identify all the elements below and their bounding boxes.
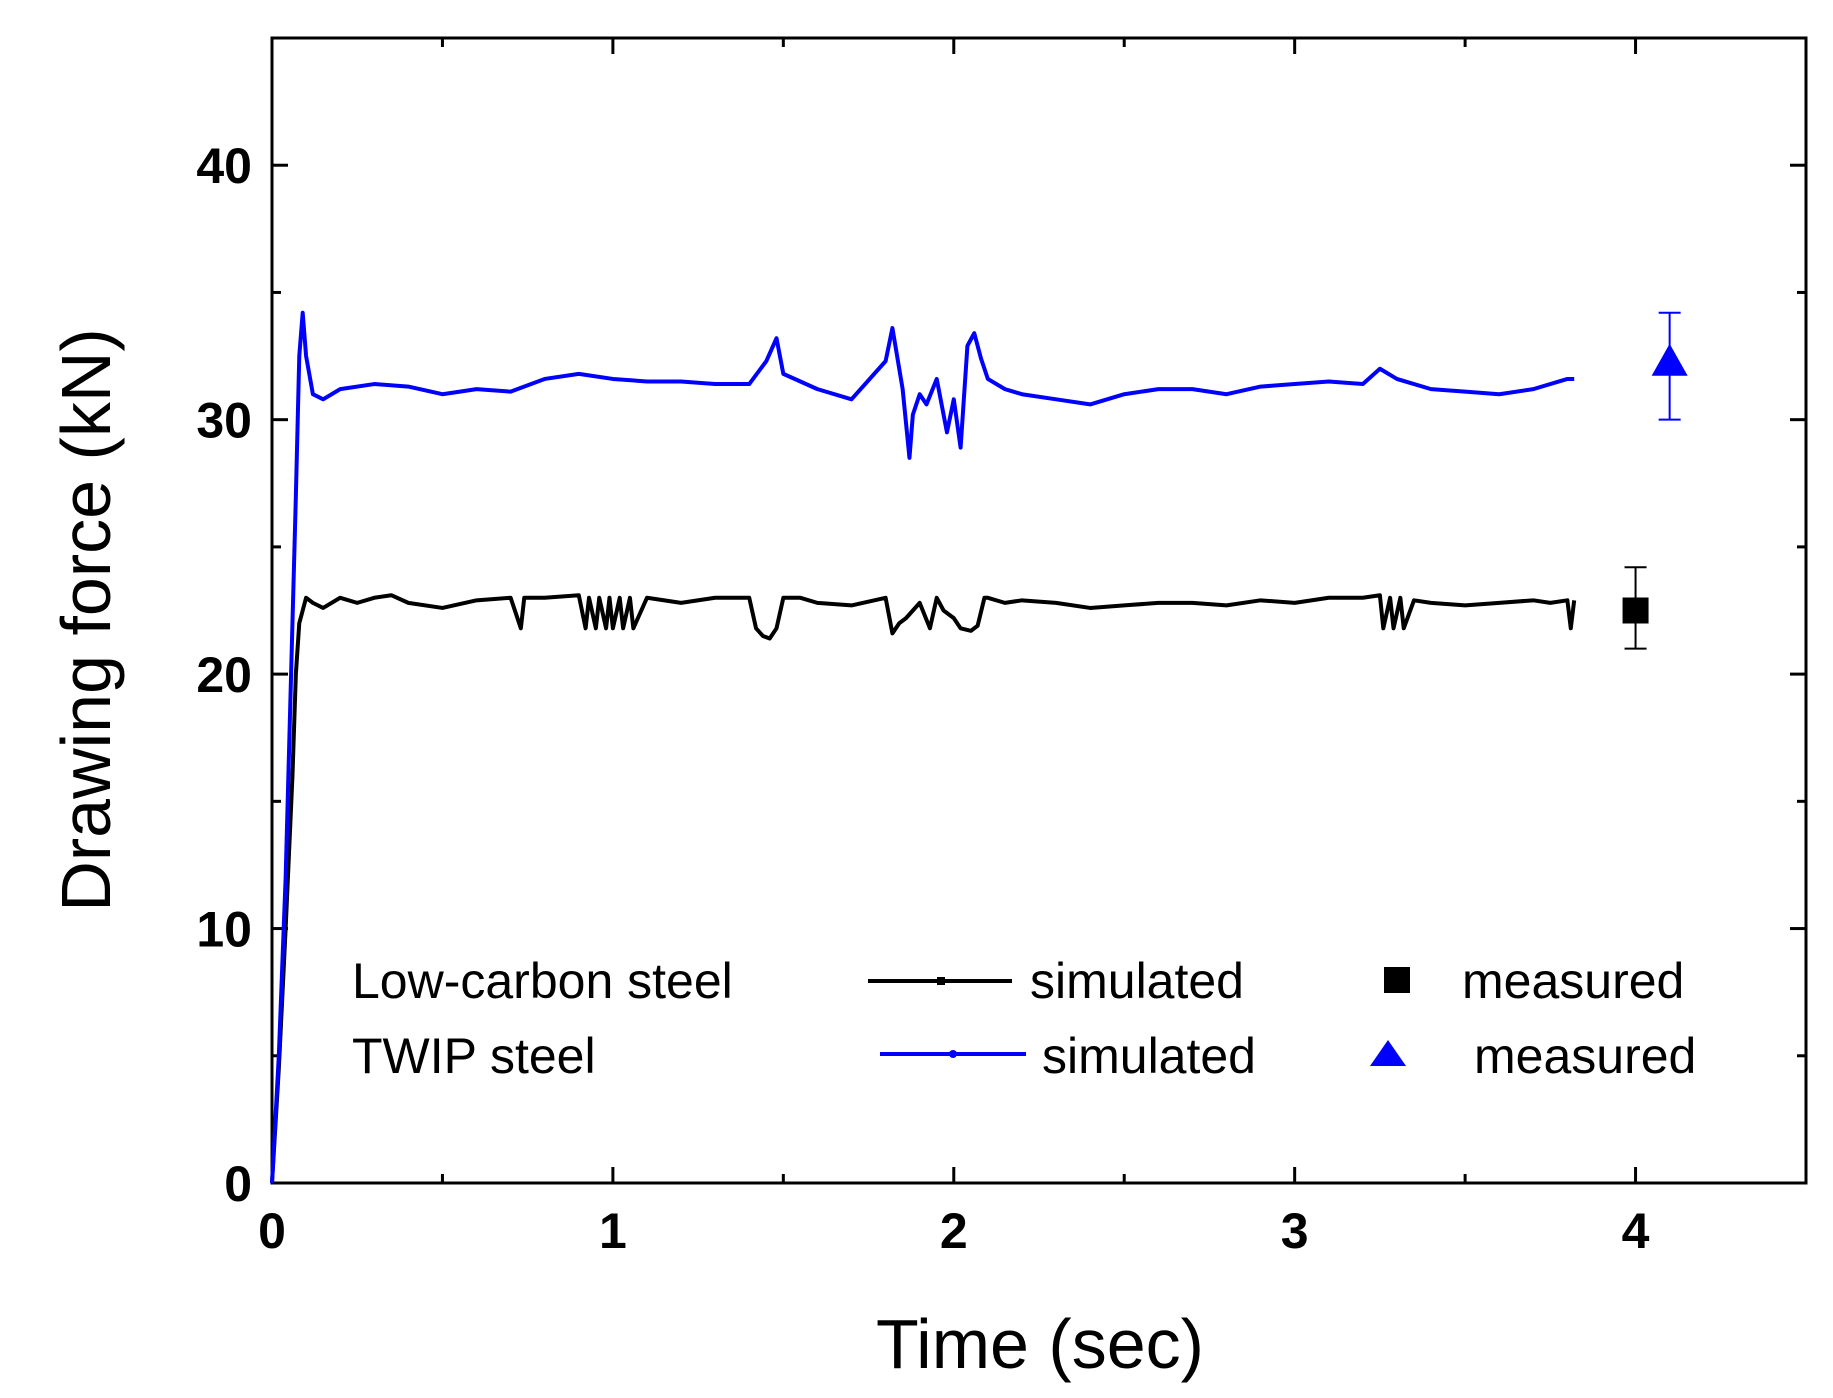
legend-simulated-low-carbon: simulated <box>1030 953 1244 1009</box>
legend-material-low-carbon: Low-carbon steel <box>352 953 733 1009</box>
y-tick-label: 0 <box>224 1156 252 1212</box>
twip-simulated-line <box>270 310 1575 1184</box>
x-tick-label: 3 <box>1281 1203 1309 1259</box>
legend-circle-marker-small <box>949 1050 957 1058</box>
legend-measured-twip: measured <box>1474 1028 1696 1084</box>
low-carbon-simulated-line <box>270 593 1577 1184</box>
legend-simulated-twip: simulated <box>1042 1028 1256 1084</box>
x-tick-label: 0 <box>258 1203 286 1259</box>
triangle-icon <box>1370 1040 1406 1066</box>
x-axis-title: Time (sec) <box>876 1305 1204 1383</box>
square-marker <box>1622 597 1649 624</box>
y-tick-label: 10 <box>196 902 252 958</box>
square-icon <box>1384 967 1410 993</box>
x-tick-label: 2 <box>940 1203 968 1259</box>
legend-measured-low-carbon: measured <box>1462 953 1684 1009</box>
x-tick-label: 1 <box>599 1203 627 1259</box>
square-measured-point <box>1622 566 1649 650</box>
y-axis-title: Drawing force (kN) <box>47 328 125 911</box>
legend-square-marker-small <box>937 977 945 985</box>
y-tick-label: 30 <box>196 393 252 449</box>
x-tick-label: 4 <box>1622 1203 1650 1259</box>
legend: Low-carbon steel simulated measured TWIP… <box>352 953 1696 1084</box>
measured-points <box>1622 311 1688 650</box>
legend-material-twip: TWIP steel <box>352 1028 596 1084</box>
y-tick-label: 20 <box>196 647 252 703</box>
triangle-marker <box>1651 343 1688 376</box>
x-axis-ticks: 0 1 2 3 4 <box>258 38 1650 1259</box>
y-tick-label: 40 <box>196 138 252 194</box>
plot-frame <box>270 36 1808 1185</box>
triangle-measured-point <box>1651 311 1688 421</box>
